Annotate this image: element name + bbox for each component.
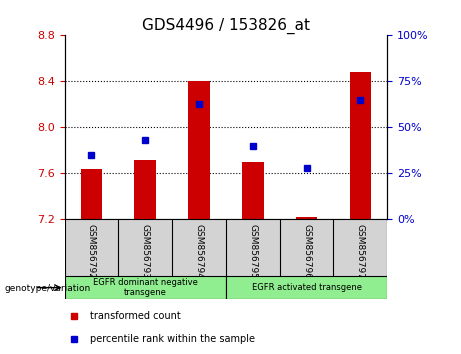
Bar <box>349 72 371 219</box>
Bar <box>226 276 387 299</box>
Title: GDS4496 / 153826_at: GDS4496 / 153826_at <box>142 18 310 34</box>
Text: GSM856795: GSM856795 <box>248 224 257 279</box>
Bar <box>242 162 264 219</box>
Bar <box>296 217 317 219</box>
Text: transformed count: transformed count <box>90 311 181 321</box>
Bar <box>65 276 226 299</box>
Text: genotype/variation: genotype/variation <box>5 284 91 293</box>
Text: GSM856792: GSM856792 <box>87 224 96 279</box>
Text: GSM856797: GSM856797 <box>356 224 365 279</box>
Bar <box>135 160 156 219</box>
Text: GSM856796: GSM856796 <box>302 224 311 279</box>
Text: GSM856794: GSM856794 <box>195 224 203 279</box>
Text: percentile rank within the sample: percentile rank within the sample <box>90 334 255 344</box>
Text: GSM856793: GSM856793 <box>141 224 150 279</box>
Bar <box>188 81 210 219</box>
Text: EGFR dominant negative
transgene: EGFR dominant negative transgene <box>93 278 198 297</box>
Bar <box>81 169 102 219</box>
Text: EGFR activated transgene: EGFR activated transgene <box>252 283 361 292</box>
